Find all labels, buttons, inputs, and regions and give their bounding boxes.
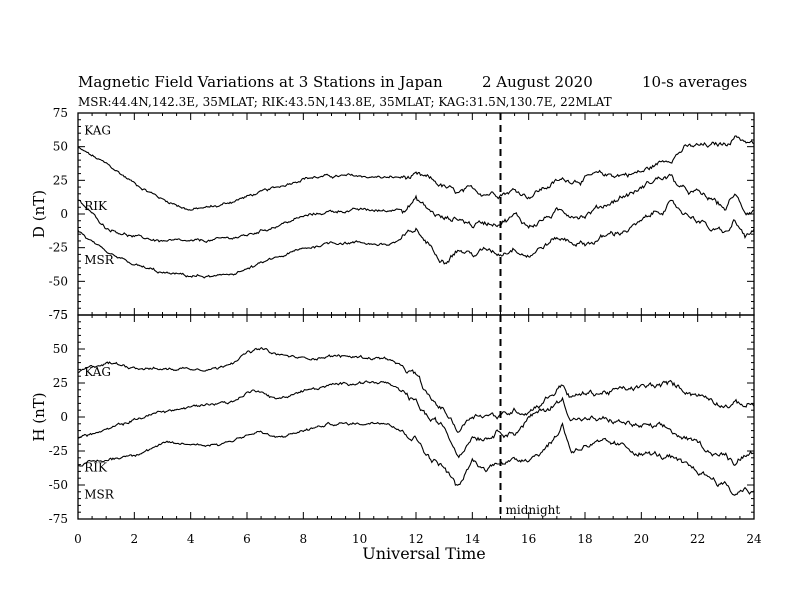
x-tick-label: 12 xyxy=(408,532,423,546)
panel-top: -75 -50 -25 0 25 50 75 D (nT) KAG RIK MSR xyxy=(30,106,755,322)
x-tick-label: 22 xyxy=(690,532,705,546)
y-tick-label: 25 xyxy=(53,376,68,390)
y-tick-label: 75 xyxy=(53,308,68,322)
x-axis-label: Universal Time xyxy=(362,544,485,563)
y-tick-label: 25 xyxy=(53,173,68,187)
x-tick-label: 14 xyxy=(465,532,481,546)
series-label-kag: KAG xyxy=(84,365,111,379)
series-label-rik: RIK xyxy=(84,460,108,474)
series-label-rik: RIK xyxy=(84,199,108,213)
station-coordinates-subtitle: MSR:44.4N,142.3E, 35MLAT; RIK:43.5N,143.… xyxy=(78,95,612,109)
x-tick-label: 8 xyxy=(300,532,308,546)
y-tick-label: -50 xyxy=(49,478,68,492)
chart-title: Magnetic Field Variations at 3 Stations … xyxy=(78,73,443,91)
x-tick-label: 4 xyxy=(187,532,195,546)
y-tick-label: -75 xyxy=(49,512,68,526)
series-label-kag: KAG xyxy=(84,124,111,138)
x-tick-label: 24 xyxy=(746,532,762,546)
series-label-msr: MSR xyxy=(84,253,115,267)
series-line-msr xyxy=(77,199,755,279)
x-tick-label: 20 xyxy=(634,532,649,546)
y-tick-label: -75 xyxy=(49,308,68,322)
x-tick-label: 16 xyxy=(521,532,536,546)
y-tick-label: 0 xyxy=(60,207,68,221)
series-line-kag xyxy=(77,135,755,211)
y-axis-label: H (nT) xyxy=(30,392,48,441)
series-line-rik xyxy=(77,173,755,243)
series-label-msr: MSR xyxy=(84,488,115,502)
y-tick-label: -25 xyxy=(49,444,68,458)
x-tick-label: 18 xyxy=(577,532,592,546)
plot-panels: -75 -50 -25 0 25 50 75 D (nT) KAG RIK MSR -75 -50 -25… xyxy=(30,106,762,546)
x-tick-label: 10 xyxy=(352,532,367,546)
y-tick-label: 75 xyxy=(53,106,68,120)
x-tick-label: 0 xyxy=(74,532,82,546)
date-label: 2 August 2020 xyxy=(482,73,593,91)
series-line-kag xyxy=(77,347,755,433)
plot-frame xyxy=(77,314,755,520)
y-tick-label: -25 xyxy=(49,241,68,255)
midnight-label: midnight xyxy=(506,503,561,517)
y-tick-label: 50 xyxy=(53,140,68,154)
x-tick-label: 6 xyxy=(243,532,251,546)
y-tick-label: -50 xyxy=(49,274,68,288)
series-line-msr xyxy=(78,421,755,496)
averaging-label: 10-s averages xyxy=(642,73,747,91)
y-axis-label: D (nT) xyxy=(30,190,48,238)
y-tick-label: 0 xyxy=(60,410,68,424)
x-tick-label: 2 xyxy=(131,532,139,546)
y-tick-label: 50 xyxy=(53,342,68,356)
series-line-rik xyxy=(77,380,755,466)
